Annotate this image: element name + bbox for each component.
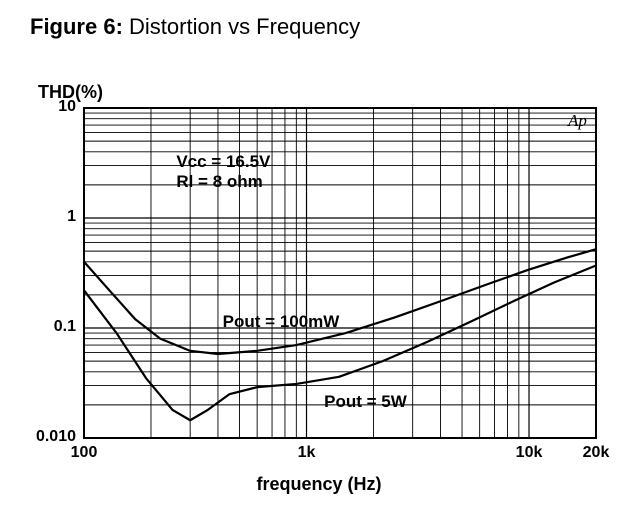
x-tick: 100 bbox=[71, 444, 98, 462]
x-tick: 1k bbox=[298, 444, 316, 462]
annotation-series-5w: Pout = 5W bbox=[324, 392, 407, 412]
watermark-ap: Ap bbox=[568, 111, 587, 131]
y-tick: 0.1 bbox=[6, 318, 76, 336]
x-tick: 10k bbox=[516, 444, 543, 462]
x-tick: 20k bbox=[583, 444, 610, 462]
annotation-series-100mw: Pout = 100mW bbox=[223, 312, 340, 332]
chart-plot bbox=[0, 0, 638, 515]
annotation-conditions: Vcc = 16.5V Rl = 8 ohm bbox=[176, 152, 270, 192]
figure-container: Figure 6: Distortion vs Frequency THD(%)… bbox=[0, 0, 638, 515]
y-tick: 1 bbox=[6, 208, 76, 226]
y-tick: 0.010 bbox=[6, 428, 76, 446]
y-tick: 10 bbox=[6, 98, 76, 116]
